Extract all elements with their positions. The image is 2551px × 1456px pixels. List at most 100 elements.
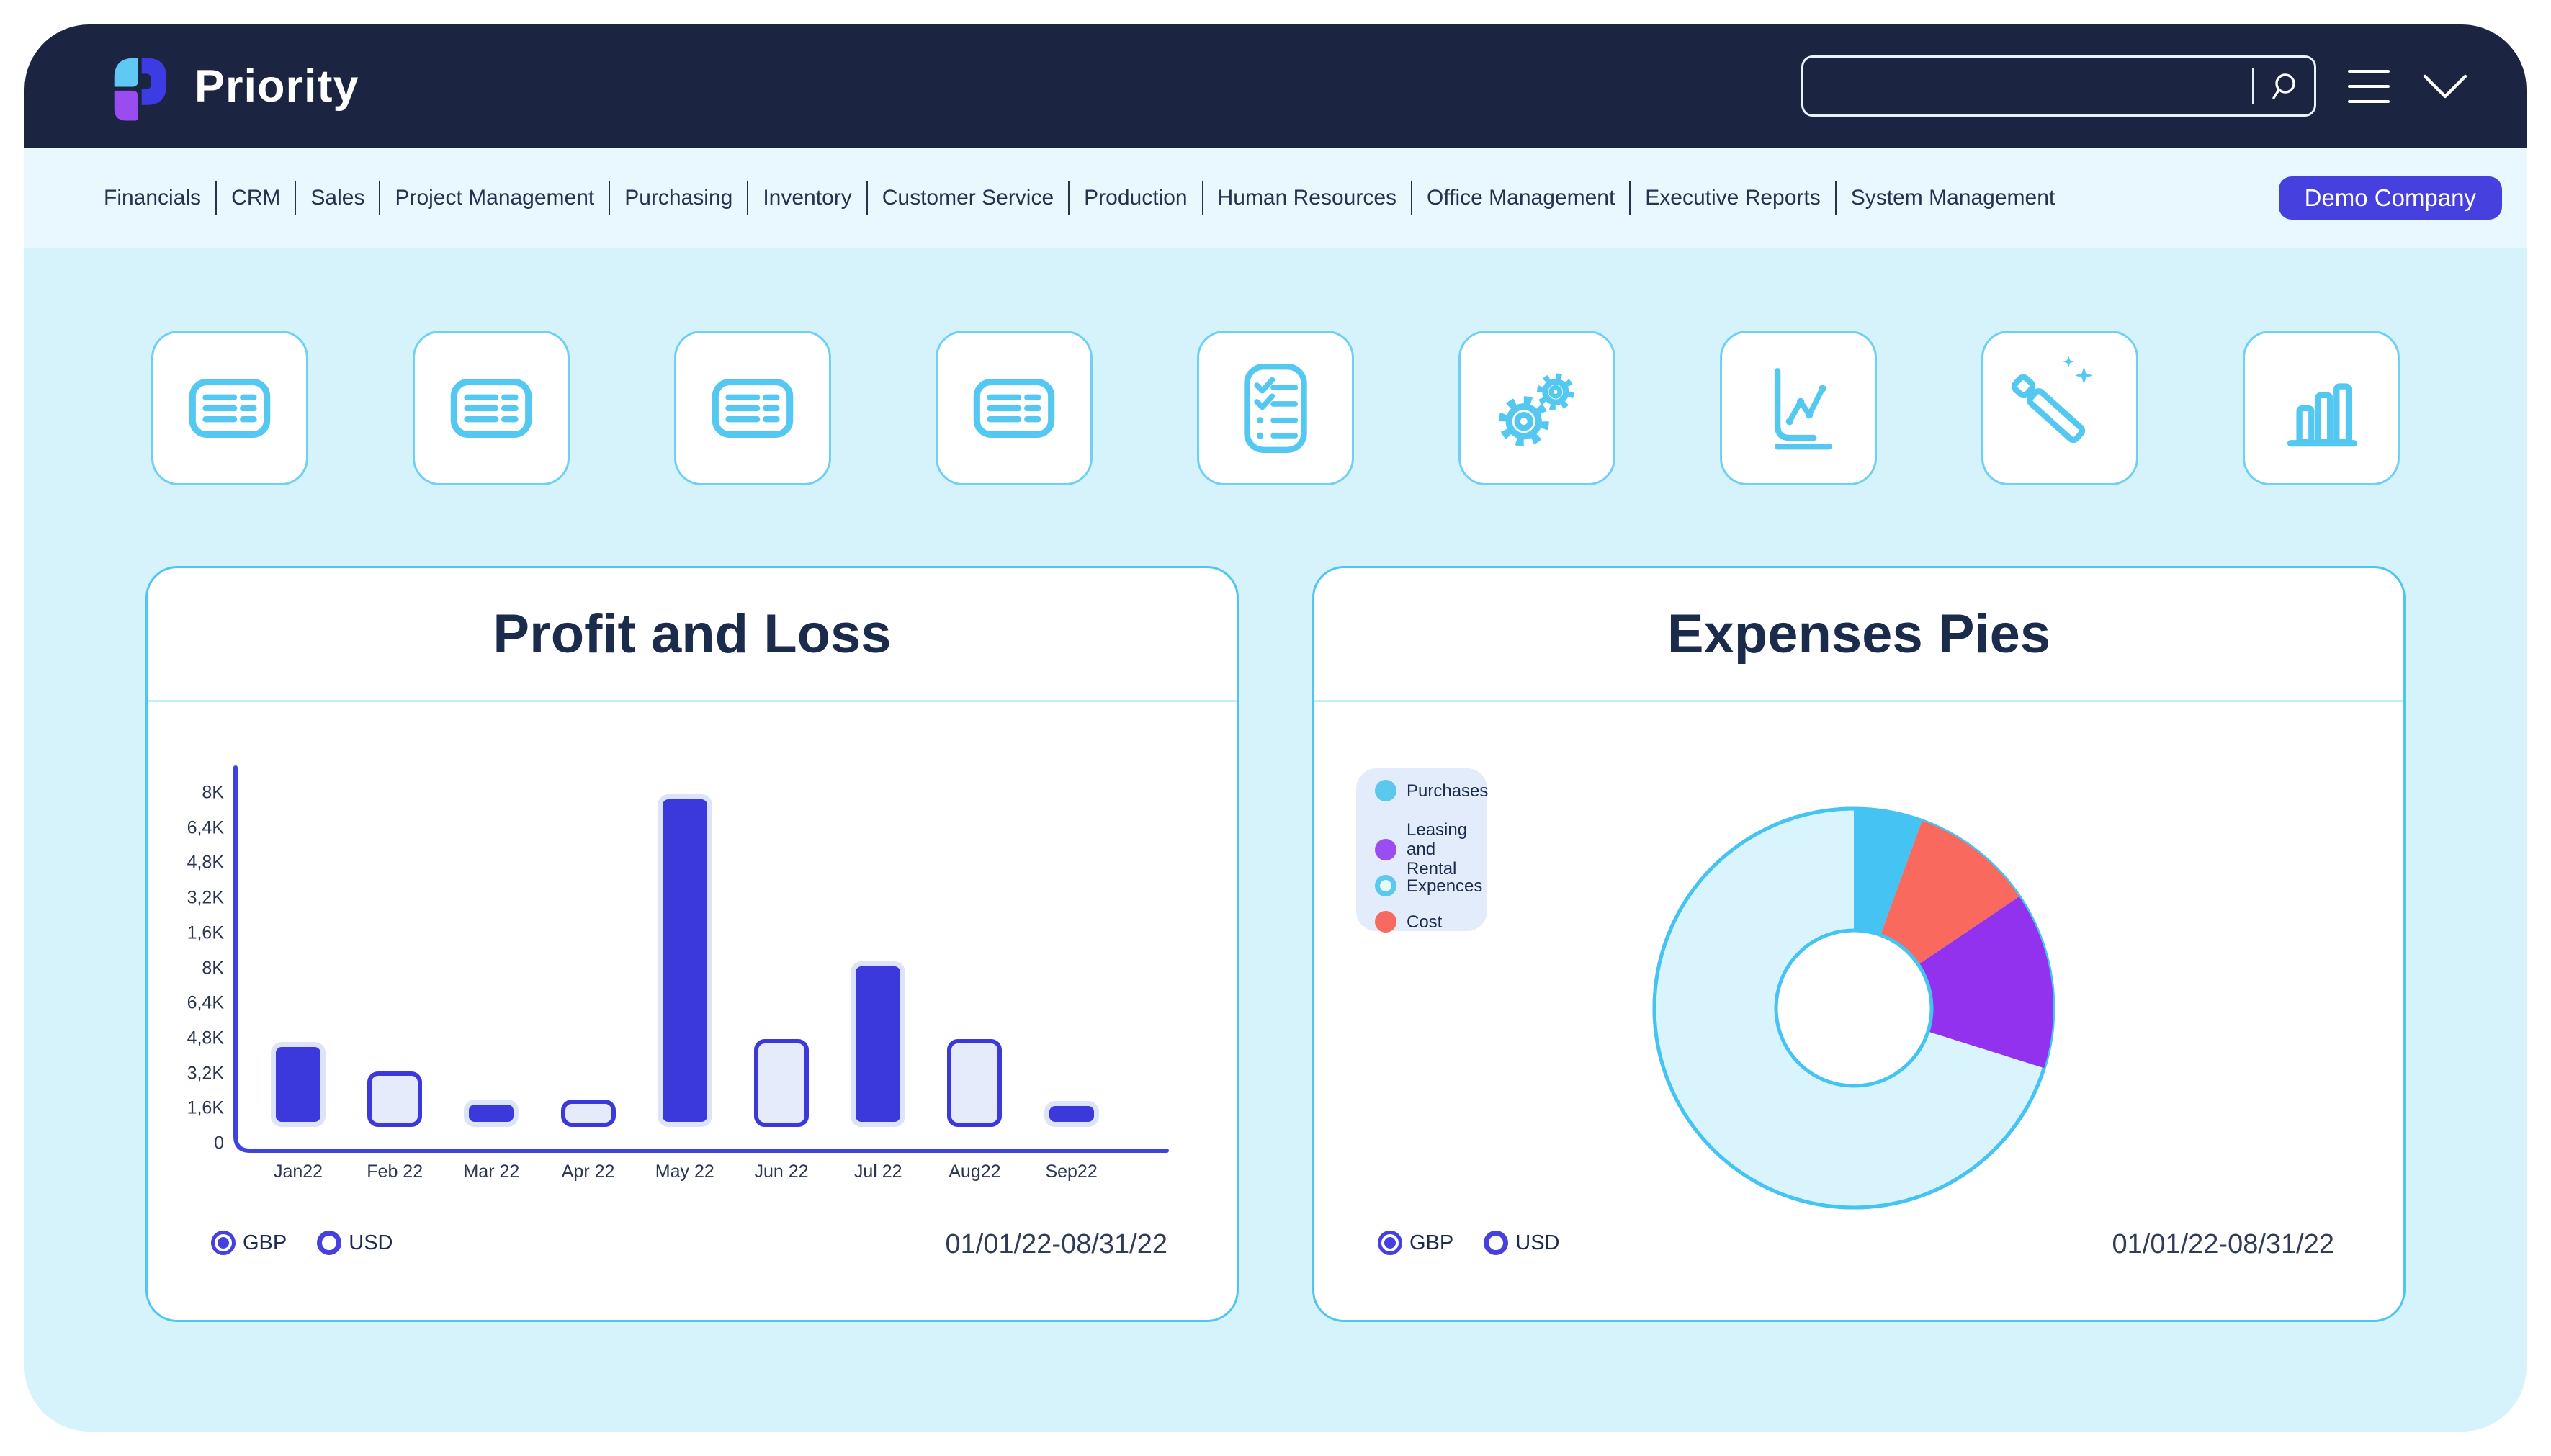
shortcut-trends[interactable]: [1720, 331, 1877, 485]
nav-items: Financials CRM Sales Project Management Purc…: [104, 181, 2055, 215]
shortcut-report-2[interactable]: [413, 331, 570, 485]
shortcut-checklist[interactable]: [1197, 331, 1354, 485]
top-bar-actions: [1801, 55, 2469, 117]
bar-chart-axes: [233, 765, 1169, 1153]
bar-Jan22: [271, 1042, 326, 1127]
line-chart-icon: [1774, 367, 1832, 449]
search-divider: [2252, 68, 2254, 104]
nav-item-executive-reports[interactable]: Executive Reports: [1645, 186, 1821, 210]
shortcut-wizard[interactable]: [1981, 331, 2138, 485]
nav-separator: [747, 181, 749, 215]
nav-item-customer-service[interactable]: Customer Service: [882, 186, 1054, 210]
legend-item-cost: Cost: [1375, 911, 1487, 933]
nav-separator: [866, 181, 868, 215]
radio-selected-icon: [211, 1231, 236, 1255]
main-nav: Financials CRM Sales Project Management Purc…: [24, 148, 2527, 248]
legend-label: Expences: [1407, 876, 1483, 896]
report-icon: [189, 378, 271, 438]
bar-Mar22: [464, 1100, 519, 1127]
nav-separator: [1834, 181, 1837, 215]
x-tick-label: Aug22: [949, 1161, 1001, 1182]
currency-toggle: GBP USD: [211, 1231, 393, 1255]
profit-loss-bar-chart: 8K 6,4K 4,8K 3,2K 1,6K 8K 6,4K 4,8K 3,2K 1,6K 0 Jan…: [148, 568, 1237, 1320]
report-icon: [450, 378, 532, 438]
shortcut-row: [24, 331, 2527, 485]
nav-separator: [1411, 181, 1413, 215]
brand-name: Priority: [194, 60, 359, 112]
bar-Feb22: [367, 1071, 423, 1127]
shortcut-report-1[interactable]: [151, 331, 308, 485]
legend-swatch-icon: [1375, 911, 1396, 933]
nav-item-inventory[interactable]: Inventory: [763, 186, 852, 210]
bar-May22: [657, 794, 712, 1127]
priority-logo-icon: [114, 58, 167, 120]
nav-separator: [609, 181, 611, 215]
nav-separator: [379, 181, 381, 215]
bar-Jul22: [851, 961, 906, 1127]
x-tick-label: Jan22: [273, 1161, 323, 1182]
report-icon: [973, 378, 1055, 438]
y-tick-label: 6,4K: [187, 817, 224, 838]
x-tick-label: Jun 22: [754, 1161, 809, 1182]
bar-Jun22: [754, 1039, 809, 1127]
nav-separator: [215, 181, 218, 215]
x-tick-label: Mar 22: [463, 1161, 520, 1182]
nav-item-human-resources[interactable]: Human Resources: [1217, 186, 1397, 210]
search-box[interactable]: [1801, 55, 2316, 117]
chevron-down-icon[interactable]: [2421, 72, 2469, 101]
y-tick-label: 3,2K: [187, 1063, 224, 1084]
nav-item-production[interactable]: Production: [1084, 186, 1188, 210]
nav-item-office-management[interactable]: Office Management: [1427, 186, 1615, 210]
x-tick-label: Feb 22: [367, 1161, 423, 1182]
main-content: Profit and Loss 8K 6,4K 4,8K 3,2K 1,6K 8K 6,4K…: [24, 248, 2527, 1432]
nav-item-purchasing[interactable]: Purchasing: [624, 186, 733, 210]
currency-option-gbp[interactable]: GBP: [1378, 1231, 1453, 1255]
y-tick-label: 4,8K: [187, 1028, 224, 1048]
shortcut-settings[interactable]: [1458, 331, 1615, 485]
expenses-donut-chart: [1652, 806, 2055, 1210]
bar-Aug22: [947, 1039, 1003, 1127]
x-tick-label: Apr 22: [561, 1161, 615, 1182]
priority-logo[interactable]: Priority: [104, 49, 359, 124]
radio-selected-icon: [1378, 1231, 1402, 1255]
demo-company-button[interactable]: Demo Company: [2278, 176, 2502, 220]
expenses-pies-title: Expenses Pies: [1667, 603, 2051, 665]
bar-chart-icon: [2287, 382, 2358, 446]
y-tick-label: 0: [214, 1133, 224, 1154]
date-range: 01/01/22-08/31/22: [945, 1229, 1168, 1259]
legend-swatch-icon: [1375, 780, 1396, 801]
legend-item-leasing-and-rental: Leasing and Rental: [1375, 820, 1487, 878]
nav-item-crm[interactable]: CRM: [231, 186, 281, 210]
expenses-pies-card: Expenses Pies Purchases Leasing and Renta…: [1312, 566, 2406, 1322]
search-icon[interactable]: [2267, 70, 2300, 103]
hamburger-menu-icon[interactable]: [2348, 69, 2390, 103]
nav-item-system-management[interactable]: System Management: [1850, 186, 2055, 210]
y-tick-label: 3,2K: [187, 887, 224, 908]
currency-option-usd[interactable]: USD: [1484, 1231, 1559, 1255]
y-tick-label: 4,8K: [187, 852, 224, 873]
currency-option-usd[interactable]: USD: [317, 1231, 393, 1255]
nav-item-sales[interactable]: Sales: [310, 186, 365, 210]
y-tick-label: 8K: [202, 782, 224, 803]
nav-separator: [1629, 181, 1631, 215]
y-tick-label: 8K: [202, 958, 224, 978]
shortcut-report-4[interactable]: [936, 331, 1093, 485]
x-tick-label: May 22: [655, 1161, 714, 1182]
legend-item-expences: Expences: [1375, 875, 1487, 896]
checklist-icon: [1244, 363, 1307, 453]
nav-separator: [295, 181, 297, 215]
card-divider: [148, 700, 1237, 702]
legend-item-purchases: Purchases: [1375, 780, 1489, 801]
shortcut-analytics[interactable]: [2243, 331, 2400, 485]
legend-label: Purchases: [1407, 781, 1489, 801]
currency-option-gbp[interactable]: GBP: [211, 1231, 287, 1255]
shortcut-report-3[interactable]: [674, 331, 831, 485]
radio-unselected-icon: [317, 1231, 342, 1255]
nav-item-project-management[interactable]: Project Management: [395, 186, 595, 210]
nav-item-financials[interactable]: Financials: [104, 186, 202, 210]
search-input[interactable]: [1822, 71, 2239, 101]
profit-loss-card: Profit and Loss 8K 6,4K 4,8K 3,2K 1,6K 8K 6,4K…: [145, 566, 1239, 1322]
bar-Sep22: [1044, 1101, 1099, 1127]
nav-separator: [1068, 181, 1070, 215]
x-tick-label: Jul 22: [853, 1161, 902, 1182]
